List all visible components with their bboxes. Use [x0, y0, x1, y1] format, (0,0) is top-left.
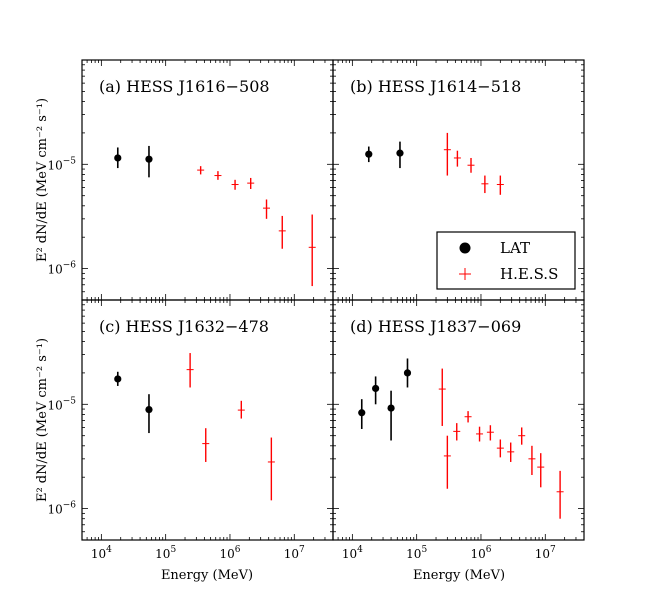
x-tick-label: 107 — [535, 545, 556, 561]
legend-lat-label: LAT — [500, 239, 530, 257]
lat-point — [365, 150, 373, 158]
x-axis-label-right: Energy (MeV) — [413, 568, 505, 583]
y-tick-label: 10−5 — [47, 396, 76, 412]
legend: LAT H.E.S.S — [436, 231, 576, 290]
lat-point — [358, 409, 366, 417]
x-axis-label-left: Energy (MeV) — [161, 568, 253, 583]
y-tick-label: 10−6 — [47, 501, 76, 517]
y-axis-label-bottom: E² dN/dE (MeV cm⁻² s⁻¹) — [35, 338, 50, 502]
legend-hess-label: H.E.S.S — [500, 265, 558, 283]
x-tick-label: 105 — [406, 545, 427, 561]
panel-1: 10−6 10−5 (a) HESS J1616−508 — [47, 59, 334, 301]
panel-3: 104 105 106 107 10−6 10−5 (c) HESS J1632−478 — [47, 299, 334, 561]
panel-title: (d) HESS J1837−069 — [350, 317, 521, 336]
lat-point — [403, 369, 412, 377]
lat-point — [114, 375, 122, 383]
lat-point — [145, 155, 153, 163]
lat-point — [387, 404, 395, 412]
legend-box — [436, 231, 576, 290]
panel-2: (b) HESS J1614−518 — [332, 59, 585, 301]
x-tick-label: 106 — [470, 545, 491, 561]
panel-frame — [332, 299, 585, 541]
panels: 10−6 10−5 (a) HESS J1616−508 (b) HESS J1614… — [47, 59, 585, 561]
x-tick-label: 105 — [155, 545, 176, 561]
y-tick-label: 10−5 — [47, 156, 76, 172]
panel-title: (c) HESS J1632−478 — [99, 317, 269, 336]
y-axis-label-top: E² dN/dE (MeV cm⁻² s⁻¹) — [35, 98, 50, 262]
x-tick-label: 107 — [284, 545, 305, 561]
panel-frame — [81, 299, 334, 541]
panel-4: 104 105 106 107 (d) HESS J1837−069 — [332, 299, 585, 561]
panel-frame — [81, 59, 334, 301]
legend-lat-marker — [459, 242, 471, 254]
x-tick-label: 106 — [219, 545, 240, 561]
lat-point — [372, 384, 380, 393]
x-tick-label: 104 — [342, 545, 363, 561]
lat-point — [396, 149, 404, 157]
x-tick-label: 104 — [91, 545, 112, 561]
panel-title: (a) HESS J1616−508 — [99, 77, 270, 96]
y-tick-label: 10−6 — [47, 261, 76, 277]
lat-point — [114, 154, 122, 162]
lat-point — [145, 405, 153, 414]
panel-title: (b) HESS J1614−518 — [350, 77, 521, 96]
